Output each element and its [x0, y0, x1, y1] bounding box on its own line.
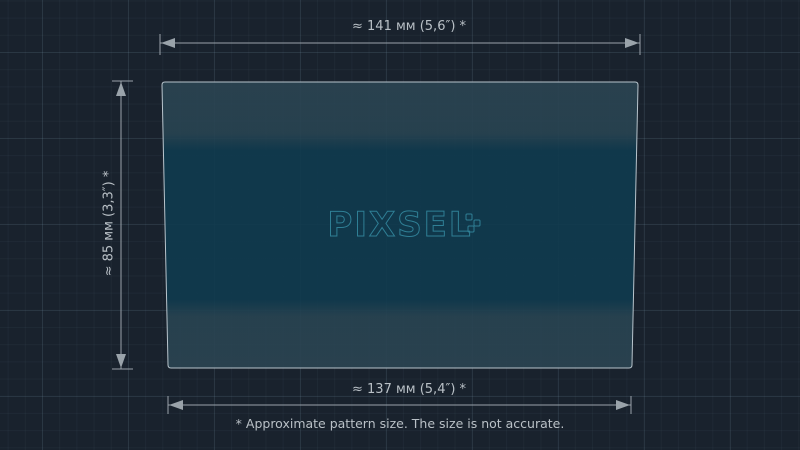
bottom-width-label: ≈ 137 мм (5,4″) * — [352, 382, 467, 397]
svg-text:PIXSEL: PIXSEL — [327, 205, 472, 245]
top-width-label: ≈ 141 мм (5,6″) * — [352, 19, 467, 34]
screen-protector-shape — [161, 81, 639, 369]
footnote: * Approximate pattern size. The size is … — [235, 416, 565, 431]
pixsel-logo: PIXSEL — [327, 205, 481, 246]
height-label: ≈ 85 мм (3,3″) * — [101, 170, 117, 277]
bottom-dimension-line — [167, 396, 632, 414]
height-dimension-line — [112, 80, 133, 370]
top-dimension-line — [159, 34, 641, 55]
